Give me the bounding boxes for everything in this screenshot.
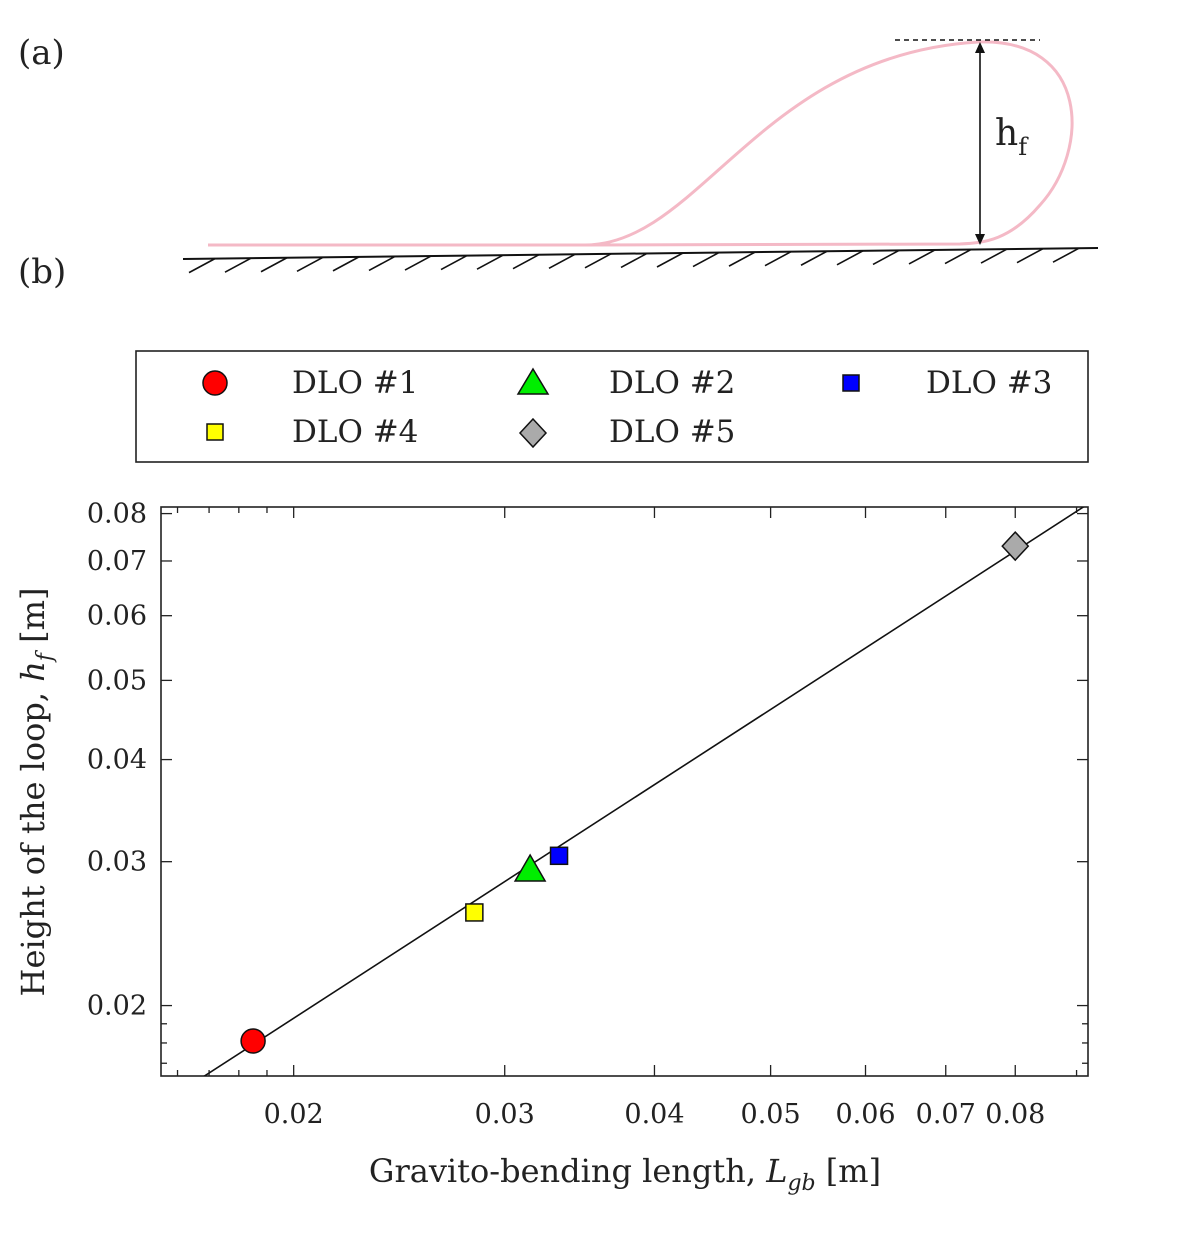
data-points — [240, 530, 1030, 1054]
hatch-mark — [332, 256, 360, 272]
height-label: hf — [995, 113, 1029, 161]
x-tick-label: 0.05 — [741, 1099, 801, 1130]
legend-marker-dlo3 — [842, 374, 860, 392]
data-point-dlo2 — [513, 853, 547, 882]
legend-label-dlo3: DLO #3 — [926, 365, 1052, 401]
hatch-mark — [440, 254, 468, 271]
data-point-dlo4 — [465, 903, 484, 922]
x-tick-label: 0.07 — [916, 1099, 976, 1130]
x-tick-label: 0.06 — [835, 1099, 895, 1130]
hatch-mark — [476, 254, 504, 270]
fit-line — [202, 507, 1085, 1076]
x-tick-labels: 0.02 0.03 0.04 0.05 0.06 0.07 0.08 — [264, 1099, 1046, 1130]
hatch-mark — [296, 256, 324, 273]
hatch-mark — [692, 251, 720, 268]
panel-a-label: (a) — [18, 33, 65, 73]
hatch-mark — [1052, 247, 1080, 263]
hatch-mark — [1016, 247, 1044, 264]
hatch-mark — [944, 248, 972, 265]
y-tick-label: 0.06 — [87, 601, 147, 632]
y-tick-label: 0.03 — [87, 847, 147, 878]
hatch-mark — [908, 249, 936, 265]
hatch-mark — [620, 252, 648, 269]
hatch-mark — [584, 253, 612, 269]
hatch-mark — [800, 250, 828, 266]
schematic: hf — [182, 39, 1099, 274]
x-axis-label: Gravito-bending length, Lgb [m] — [369, 1152, 881, 1196]
legend-box — [135, 350, 1089, 463]
legend-marker-dlo1 — [202, 370, 228, 396]
arrow-head-up-icon — [975, 42, 985, 53]
hatch-mark — [836, 250, 864, 266]
hatch-mark — [656, 252, 684, 268]
y-tick-label: 0.07 — [87, 546, 147, 577]
arrow-head-down-icon — [975, 234, 985, 245]
y-tick-label: 0.08 — [87, 499, 147, 530]
data-point-dlo1 — [240, 1028, 266, 1054]
legend-marker-dlo5 — [518, 417, 548, 449]
legend-label-dlo2: DLO #2 — [609, 365, 735, 401]
hatch-mark — [188, 257, 216, 274]
plot-area: 0.02 0.03 0.04 0.05 0.06 0.07 0.08 0.020.030.0… — [87, 499, 1089, 1130]
y-tick-label: 0.04 — [87, 745, 147, 776]
data-point-dlo3 — [549, 846, 569, 866]
loop-curve — [208, 40, 1074, 247]
ground-hatching — [188, 247, 1080, 274]
data-point-dlo5 — [1001, 530, 1030, 562]
hatch-mark — [872, 249, 900, 266]
legend-label-dlo1: DLO #1 — [292, 365, 418, 401]
ground-line — [182, 247, 1099, 260]
hatch-mark — [764, 250, 792, 267]
hatch-mark — [548, 253, 576, 269]
hatch-mark — [260, 257, 288, 273]
legend-marker-dlo2 — [516, 367, 550, 395]
legend-label-dlo4: DLO #4 — [292, 414, 418, 450]
hatch-mark — [224, 257, 252, 273]
legend-label-dlo5: DLO #5 — [609, 414, 735, 450]
panel-b-label: (b) — [18, 252, 66, 292]
hatch-mark — [368, 255, 396, 272]
hatch-mark — [980, 248, 1008, 264]
hatch-mark — [404, 255, 432, 271]
y-tick-label: 0.02 — [87, 991, 147, 1022]
legend: DLO #1 DLO #2 DLO #3 DLO #4 DLO #5 — [135, 350, 1089, 463]
x-tick-label: 0.04 — [624, 1099, 684, 1130]
y-axis-label: Height of the loop, hf [m] — [14, 588, 58, 997]
x-tick-label: 0.03 — [475, 1099, 535, 1130]
axis-ticks — [161, 507, 1088, 1076]
y-tick-labels: 0.02 0.03 0.04 0.05 0.06 0.07 0.08 — [87, 499, 147, 1022]
axes-frame — [160, 506, 1089, 1077]
x-tick-label: 0.02 — [264, 1099, 324, 1130]
x-tick-label: 0.08 — [985, 1099, 1045, 1130]
hatch-mark — [728, 251, 756, 267]
legend-marker-dlo4 — [206, 423, 224, 441]
y-tick-label: 0.05 — [87, 665, 147, 696]
hatch-mark — [512, 254, 540, 270]
